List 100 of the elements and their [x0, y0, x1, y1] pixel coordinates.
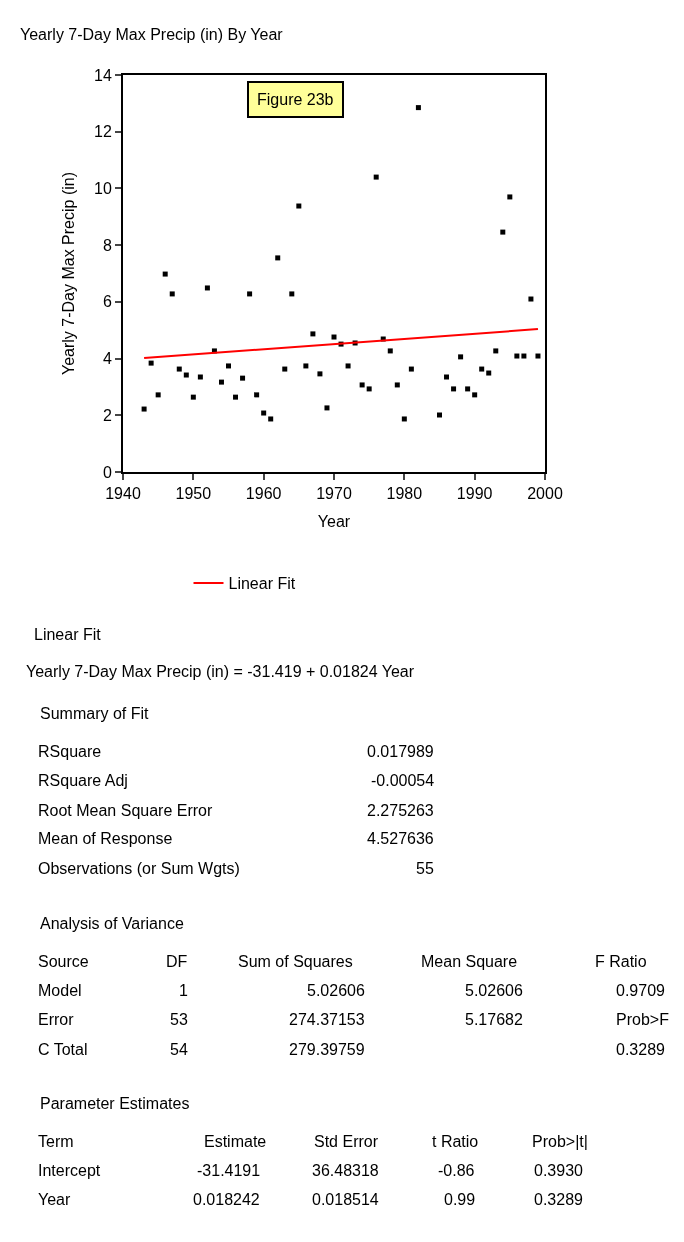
point [226, 363, 231, 369]
point [521, 353, 527, 359]
text: Prob>|t| [532, 1133, 588, 1150]
y-tick-label: 14 [94, 66, 112, 84]
text: t Ratio [432, 1133, 479, 1150]
point [289, 291, 295, 297]
annotation: Figure 23b [257, 91, 334, 108]
text: Linear Fit [34, 626, 102, 643]
text: 4.527636 [367, 830, 434, 847]
point [162, 271, 168, 277]
point [247, 291, 253, 297]
point [444, 374, 450, 380]
point [535, 353, 541, 359]
x-tick-label: 1990 [456, 485, 493, 503]
text: Yearly 7-Day Max Precip (in) = -31.419 + 0.01824 Year [26, 663, 415, 680]
point [268, 416, 274, 422]
point [254, 392, 260, 398]
text: DF [166, 953, 188, 970]
text: 279.39759 [289, 1041, 365, 1058]
text: 0.018514 [312, 1191, 379, 1208]
text: Term [38, 1133, 74, 1150]
point [282, 366, 288, 372]
point [507, 194, 513, 200]
y-tick-label: 12 [94, 123, 112, 141]
text: 54 [170, 1041, 188, 1058]
point [500, 229, 506, 235]
text: 0.017989 [367, 743, 434, 760]
text: 274.37153 [289, 1011, 365, 1028]
text: -31.4191 [197, 1162, 261, 1179]
text: Observations (or Sum Wgts) [38, 860, 240, 877]
text: Prob>F [616, 1011, 670, 1028]
y-tick-label: 4 [102, 350, 112, 368]
point [275, 255, 281, 261]
point [359, 382, 365, 388]
text: 5.02606 [465, 982, 523, 999]
point [317, 371, 323, 377]
text: -0.86 [438, 1162, 475, 1179]
point [394, 382, 400, 388]
point [514, 353, 520, 359]
point [437, 412, 442, 418]
y-tick-label: 8 [102, 236, 112, 254]
point [176, 366, 182, 372]
text: 0.3930 [534, 1162, 584, 1179]
x-tick-label: 1940 [105, 485, 141, 503]
legend-label: Linear Fit [228, 575, 296, 593]
y-tick-label: 2 [102, 406, 112, 424]
text: Error [38, 1011, 75, 1028]
point [324, 405, 330, 411]
text: Intercept [38, 1162, 101, 1179]
text: 5.17682 [465, 1011, 523, 1028]
y-axis-title: Yearly 7-Day Max Precip (in) [60, 171, 78, 376]
point [366, 386, 372, 392]
point [345, 363, 351, 369]
y-tick-label: 6 [102, 293, 112, 311]
point [155, 392, 161, 398]
x-tick-label: 1960 [245, 485, 282, 503]
text: F Ratio [595, 953, 647, 970]
text: 55 [416, 860, 434, 877]
text: Source [38, 953, 89, 970]
text: Sum of Squares [238, 953, 353, 970]
point [218, 379, 224, 385]
chart-title: Yearly 7-Day Max Precip (in) By Year [20, 25, 284, 43]
point [141, 406, 147, 412]
point [458, 354, 464, 360]
point [528, 296, 534, 302]
text: 5.02606 [307, 982, 365, 999]
text: Analysis of Variance [40, 915, 184, 932]
text: RSquare Adj [38, 772, 128, 789]
text: 36.48318 [312, 1162, 379, 1179]
text: 2.275263 [367, 802, 434, 819]
point [183, 372, 189, 378]
point [451, 386, 457, 392]
point [465, 386, 471, 392]
point [486, 370, 492, 376]
point [204, 285, 210, 291]
text: 0.3289 [616, 1041, 666, 1058]
text: 1 [179, 982, 188, 999]
point [296, 203, 302, 209]
text: Summary of Fit [40, 705, 150, 722]
text: Estimate [204, 1133, 267, 1150]
text: RSquare [38, 743, 102, 760]
point [415, 105, 421, 111]
text: Mean Square [421, 953, 518, 970]
text: Parameter Estimates [40, 1095, 190, 1112]
y-tick-label: 0 [102, 463, 112, 481]
text: 0.9709 [616, 982, 666, 999]
text: Year [38, 1191, 71, 1208]
text: 0.018242 [193, 1191, 260, 1208]
point [479, 366, 485, 372]
text: -0.00054 [371, 772, 435, 789]
text: Root Mean Square Error [38, 802, 213, 819]
point [472, 392, 478, 398]
point [310, 331, 316, 337]
point [197, 374, 203, 380]
point [408, 366, 414, 372]
point [331, 334, 337, 340]
text: 53 [170, 1011, 188, 1028]
x-tick-label: 1980 [386, 485, 423, 503]
point [387, 348, 393, 354]
y-tick-label: 10 [94, 180, 112, 198]
